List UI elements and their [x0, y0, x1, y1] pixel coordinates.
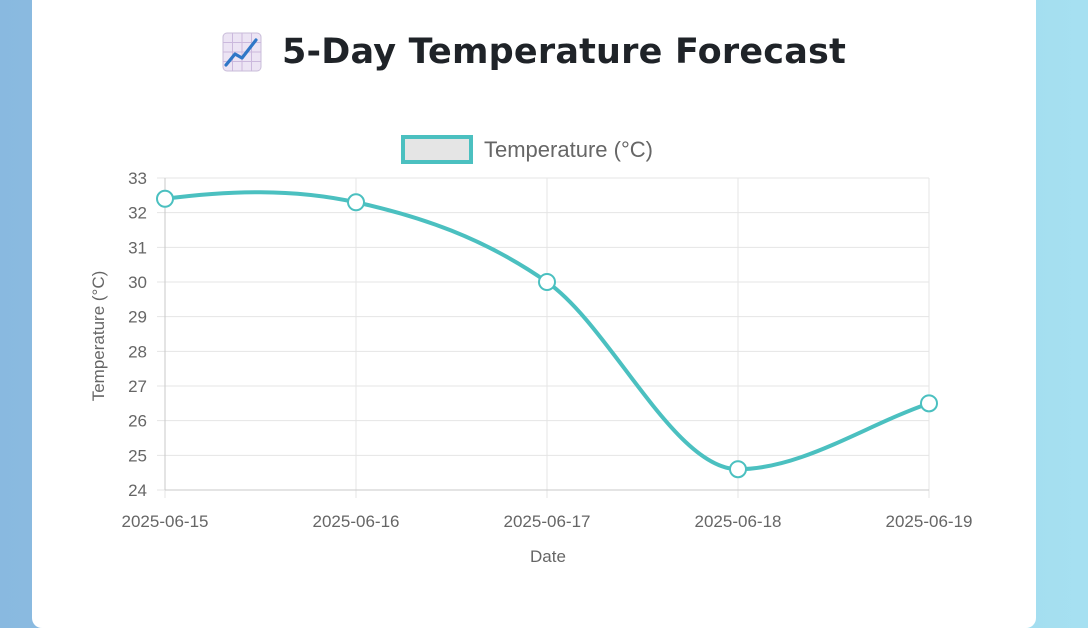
- y-axis-title: Temperature (°C): [89, 271, 108, 402]
- data-point[interactable]: [729, 460, 747, 479]
- chart-card: [32, 0, 1036, 628]
- data-point[interactable]: [538, 273, 556, 291]
- y-tick-label: 30: [128, 273, 147, 292]
- data-point[interactable]: [920, 394, 938, 413]
- line-chart: 33 32 31 30 29 28 27 26 25 24 2025-06-15 2025-06-16…: [89, 135, 973, 566]
- chart-increasing-icon: [222, 32, 262, 72]
- legend-label: Temperature (°C): [484, 137, 653, 162]
- series-line: [163, 190, 931, 472]
- y-tick-label: 26: [128, 412, 147, 431]
- x-tick-label: 2025-06-19: [886, 512, 973, 531]
- y-tick-label: 24: [128, 481, 147, 500]
- y-tick-label: 28: [128, 342, 147, 361]
- x-tick-label: 2025-06-16: [313, 512, 400, 531]
- x-tick-label: 2025-06-18: [695, 512, 782, 531]
- y-tick-label: 32: [128, 204, 147, 223]
- legend-swatch: [401, 135, 473, 164]
- x-tick-label: 2025-06-17: [504, 512, 591, 531]
- data-point[interactable]: [347, 193, 365, 212]
- x-tick-label: 2025-06-15: [122, 512, 209, 531]
- data-point[interactable]: [156, 189, 174, 208]
- y-tick-label: 25: [128, 446, 147, 465]
- y-tick-label: 29: [128, 308, 147, 327]
- y-tick-label: 27: [128, 377, 147, 396]
- x-axis-title: Date: [530, 547, 566, 566]
- y-tick-label: 33: [128, 169, 147, 188]
- page-title: 5-Day Temperature Forecast: [281, 32, 847, 72]
- legend-item[interactable]: Temperature (°C): [401, 135, 653, 164]
- y-tick-label: 31: [128, 238, 147, 257]
- page-header: 5-Day Temperature Forecast: [32, 26, 1036, 78]
